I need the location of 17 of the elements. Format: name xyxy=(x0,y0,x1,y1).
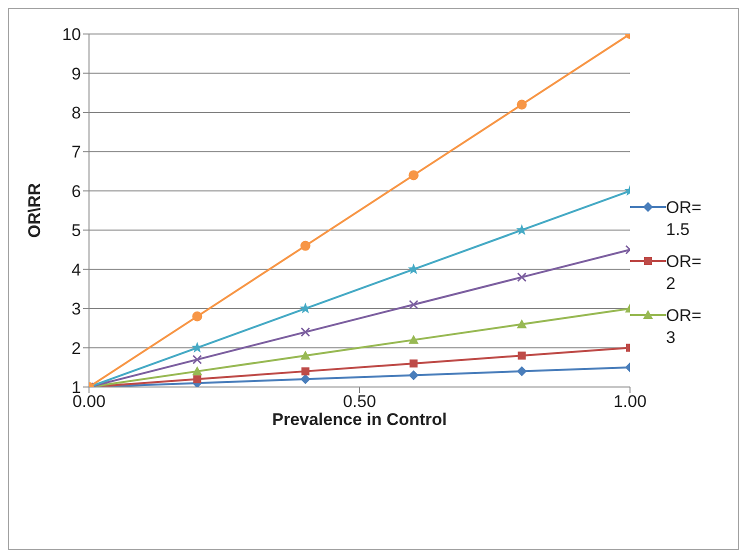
y-tick-label: 8 xyxy=(72,103,81,122)
legend-label: OR=2 xyxy=(666,251,702,295)
y-tick-label: 3 xyxy=(72,300,81,319)
y-tick-label: 2 xyxy=(72,338,81,358)
legend-label: OR=1.5 xyxy=(666,197,702,241)
y-axis-title: OR\RR xyxy=(25,183,44,238)
y-tick-label: 6 xyxy=(72,182,81,201)
y-tick-label: 4 xyxy=(72,260,81,280)
y-tick-label: 9 xyxy=(72,64,81,84)
x-axis-title: Prevalence in Control xyxy=(272,410,447,429)
y-tick-label: 5 xyxy=(72,221,81,240)
y-tick-label: 7 xyxy=(72,142,81,162)
legend-label: OR=3 xyxy=(666,305,702,349)
x-tick-label: 0.50 xyxy=(342,392,376,412)
y-tick-label: 10 xyxy=(62,25,81,44)
x-tick-label: 0.00 xyxy=(72,392,106,412)
x-tick-label: 1.00 xyxy=(613,392,647,412)
